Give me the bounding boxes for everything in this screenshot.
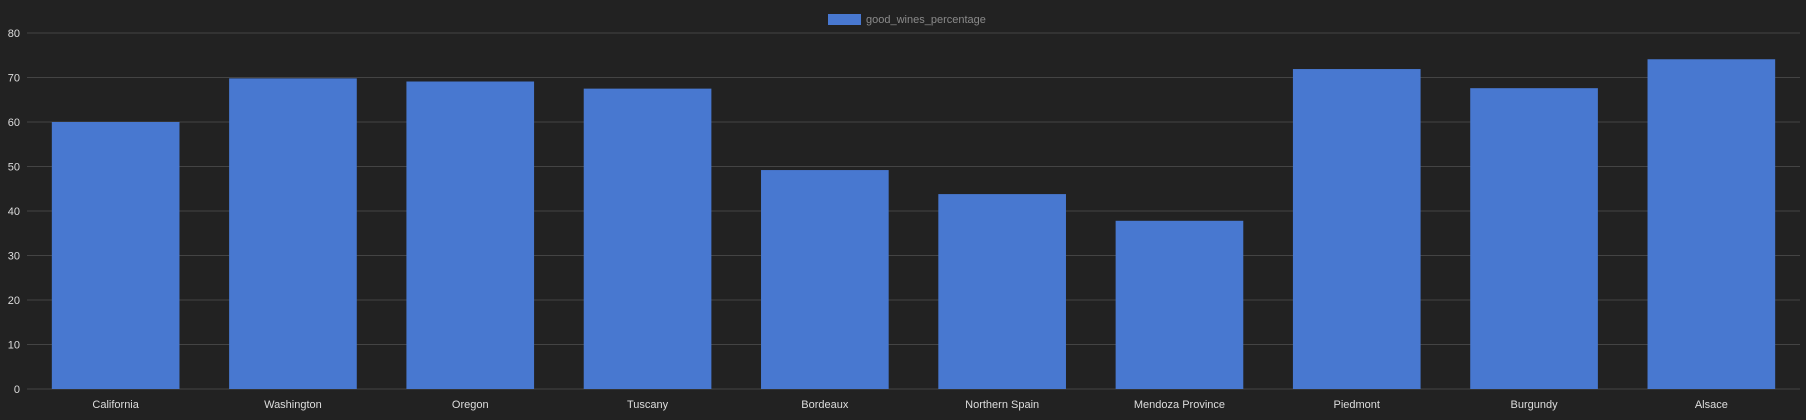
bar-alsace[interactable] xyxy=(1648,59,1776,389)
bar-bordeaux[interactable] xyxy=(761,170,889,389)
bar-tuscany[interactable] xyxy=(584,89,712,389)
legend-label: good_wines_percentage xyxy=(866,14,986,26)
y-tick-label: 30 xyxy=(8,251,20,263)
x-axis-ticks: California Washington Oregon Tuscany Bordeau… xyxy=(92,399,1727,411)
x-tick-label: Bordeaux xyxy=(801,399,849,411)
bar-oregon[interactable] xyxy=(406,82,534,389)
legend: good_wines_percentage xyxy=(828,14,986,26)
x-tick-label: Tuscany xyxy=(627,399,669,411)
y-tick-label: 80 xyxy=(8,28,20,40)
y-axis-ticks: 0 10 20 30 40 50 60 70 80 xyxy=(8,28,20,396)
bar-burgundy[interactable] xyxy=(1470,88,1598,389)
legend-swatch xyxy=(828,14,861,25)
bar-washington[interactable] xyxy=(229,78,357,389)
y-tick-label: 70 xyxy=(8,73,20,85)
x-tick-label: Washington xyxy=(264,399,322,411)
x-tick-label: Burgundy xyxy=(1511,399,1559,411)
x-tick-label: Alsace xyxy=(1695,399,1728,411)
x-tick-label: Oregon xyxy=(452,399,489,411)
bar-california[interactable] xyxy=(52,122,180,389)
bar-northern-spain[interactable] xyxy=(938,194,1066,389)
bar-mendoza-province[interactable] xyxy=(1116,221,1244,389)
x-tick-label: California xyxy=(92,399,139,411)
x-tick-label: Northern Spain xyxy=(965,399,1039,411)
y-tick-label: 10 xyxy=(8,340,20,352)
bar-piedmont[interactable] xyxy=(1293,69,1421,389)
bars xyxy=(52,59,1775,389)
y-tick-label: 0 xyxy=(14,384,20,396)
y-tick-label: 50 xyxy=(8,162,20,174)
x-tick-label: Mendoza Province xyxy=(1134,399,1225,411)
x-tick-label: Piedmont xyxy=(1334,399,1380,411)
y-tick-label: 20 xyxy=(8,295,20,307)
y-tick-label: 60 xyxy=(8,117,20,129)
y-tick-label: 40 xyxy=(8,206,20,218)
